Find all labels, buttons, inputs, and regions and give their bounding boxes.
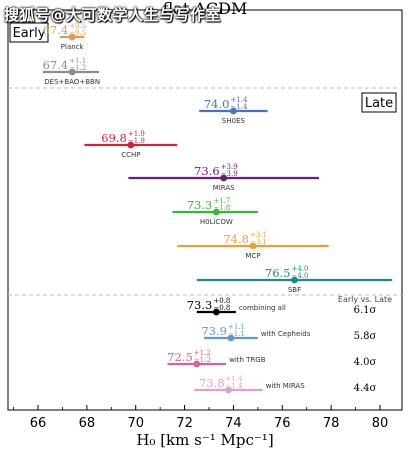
value-plus-cchp: +1.9 (128, 130, 145, 138)
value-minus-h0licow: −1.8 (213, 204, 230, 212)
section-label-late: Late (365, 96, 393, 111)
dataset-label-cchp: CCHP (121, 151, 140, 159)
tension-label-with-cepheids: 5.8σ (354, 331, 377, 342)
note-label-with-trgb: with TRGB (229, 356, 266, 364)
point-marker-planck (68, 33, 76, 41)
point-marker-combining-all (212, 308, 220, 316)
value-label-sh0es: 74.0 (204, 97, 230, 111)
value-minus-cchp: −1.9 (128, 137, 145, 145)
section-box-early (9, 22, 49, 43)
value-label-combining-all: 73.3 (187, 298, 213, 312)
value-minus-mcp: −3.1 (250, 238, 267, 246)
tension-label-with-trgb: 4.0σ (354, 357, 377, 368)
x-tick-label-68: 68 (79, 416, 96, 431)
point-marker-mcp (249, 242, 257, 250)
section-label-early: Early (13, 26, 46, 41)
value-plus-combining-all: +0.8 (213, 297, 230, 305)
note-label-combining-all: combining all (239, 304, 286, 312)
value-plus-sh0es: +1.4 (230, 96, 248, 104)
x-tick-label-78: 78 (323, 416, 340, 431)
dataset-label-miras: MIRAS (213, 184, 235, 192)
section-box-late (361, 92, 397, 113)
dataset-label-planck: Planck (61, 43, 85, 51)
point-marker-sbf (291, 276, 298, 284)
value-plus-sbf: +4.0 (292, 265, 309, 273)
value-plus-with-cepheids: +1.1 (228, 323, 245, 331)
value-label-miras: 73.6 (194, 164, 220, 178)
value-label-mcp: 74.8 (223, 232, 249, 246)
point-marker-with-cepheids (227, 334, 235, 342)
value-minus-with-miras: −1.4 (226, 382, 244, 390)
watermark-text: 搜狐号@大可数学人生与写作室 (4, 6, 222, 24)
value-minus-miras: −3.9 (221, 170, 238, 178)
value-minus-des-bao-bbn: −1.2 (69, 64, 86, 72)
point-marker-des-bao-bbn (68, 68, 76, 76)
dataset-label-sh0es: SH0ES (222, 117, 246, 125)
value-minus-with-trgb: −1.2 (194, 356, 211, 364)
tension-label-combining-all: 6.1σ (354, 305, 377, 316)
value-minus-sbf: −4.0 (292, 272, 309, 280)
plot-frame (7, 9, 403, 411)
value-label-with-cepheids: 73.9 (201, 324, 227, 338)
value-label-cchp: 69.8 (101, 131, 127, 145)
point-marker-miras (220, 174, 228, 182)
value-label-with-trgb: 72.5 (167, 350, 193, 364)
value-plus-planck: +0.5 (69, 22, 86, 30)
value-minus-sh0es: −1.4 (230, 103, 248, 111)
value-minus-combining-all: −0.8 (213, 304, 230, 312)
point-marker-cchp (127, 141, 135, 149)
value-minus-planck: −0.5 (69, 29, 86, 37)
dataset-label-h0licow: H0LiCOW (200, 218, 233, 226)
x-tick-label-70: 70 (127, 416, 144, 431)
value-label-h0licow: 73.3 (187, 198, 213, 212)
value-plus-mcp: +3.1 (250, 231, 267, 239)
value-plus-des-bao-bbn: +1.1 (69, 57, 86, 65)
x-tick-label-66: 66 (30, 416, 47, 431)
value-plus-miras: +3.9 (221, 163, 238, 171)
note-label-with-cepheids: with Cepheids (261, 330, 311, 338)
x-tick-label-74: 74 (225, 416, 242, 431)
point-marker-with-miras (225, 386, 232, 394)
point-marker-sh0es (230, 107, 237, 115)
dataset-label-des-bao-bbn: DES+BAO+BBN (44, 78, 100, 86)
value-label-des-bao-bbn: 67.4 (43, 58, 69, 72)
value-label-planck: 67.4 (43, 23, 69, 37)
dataset-label-sbf: SBF (288, 286, 301, 294)
value-plus-with-trgb: +1.2 (194, 349, 211, 357)
note-label-with-miras: with MIRAS (266, 382, 306, 390)
value-label-with-miras: 73.8 (199, 376, 225, 390)
summary-header: Early vs. Late (338, 295, 392, 304)
dataset-label-mcp: MCP (245, 252, 260, 260)
tension-label-with-miras: 4.4σ (354, 383, 377, 394)
point-marker-h0licow (212, 208, 220, 216)
point-marker-with-trgb (193, 360, 201, 368)
x-tick-label-76: 76 (274, 416, 291, 431)
x-tick-label-80: 80 (372, 416, 389, 431)
value-plus-h0licow: +1.7 (213, 197, 230, 205)
value-plus-with-miras: +1.4 (226, 375, 244, 383)
x-axis-label: H₀ [km s⁻¹ Mpc⁻¹] (136, 431, 273, 449)
chart-title: flat ΛCDM (163, 0, 248, 18)
value-label-sbf: 76.5 (265, 266, 291, 280)
value-minus-with-cepheids: −1.1 (228, 330, 245, 338)
x-tick-label-72: 72 (176, 416, 193, 431)
